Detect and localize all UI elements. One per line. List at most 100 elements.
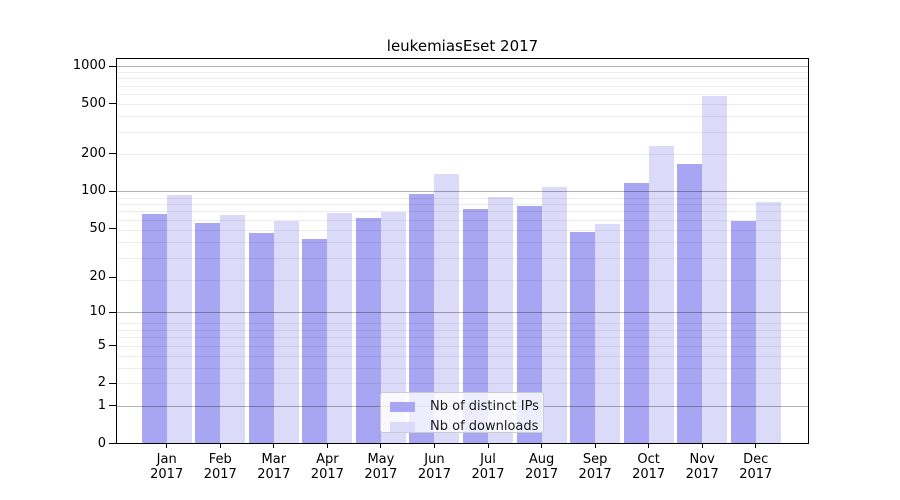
x-tick-mark: [541, 444, 543, 448]
x-tick-label: Jan 2017: [150, 452, 184, 482]
x-tick-label: Sep 2017: [578, 452, 612, 482]
x-tick-label: Aug 2017: [525, 452, 559, 482]
plot-area: Nb of distinct IPs Nb of downloads: [116, 58, 809, 444]
bar-downloads-feb: [220, 214, 246, 443]
bar-downloads-mar: [273, 221, 299, 443]
gridline-minor: [117, 345, 808, 347]
y-tick-label: 5: [97, 337, 106, 353]
gridline-minor: [117, 71, 808, 73]
y-tick-label: 1000: [72, 58, 106, 74]
y-tick-mark: [109, 153, 116, 155]
bar-downloads-nov: [702, 96, 728, 443]
gridline-minor: [117, 197, 808, 199]
y-tick-mark: [109, 443, 116, 444]
bar-distinct-ips-oct: [623, 183, 649, 443]
bar-distinct-ips-apr: [302, 238, 328, 443]
x-tick-mark: [166, 444, 168, 448]
grid-layer: [117, 59, 808, 443]
x-tick-label: Dec 2017: [739, 452, 773, 482]
x-tick-label: Feb 2017: [203, 452, 237, 482]
bar-downloads-sep: [595, 224, 621, 443]
y-tick-mark: [109, 345, 116, 347]
gridline-minor: [117, 85, 808, 87]
y-tick-label: 1: [97, 397, 106, 413]
y-tick-mark: [109, 311, 116, 313]
legend-item-downloads: Nb of downloads: [390, 419, 543, 434]
bar-downloads-aug: [541, 187, 567, 443]
bar-distinct-ips-dec: [730, 221, 756, 443]
gridline-minor: [117, 78, 808, 80]
gridline-minor: [117, 103, 808, 105]
x-tick-label: Mar 2017: [257, 452, 291, 482]
y-tick-mark: [109, 190, 116, 192]
x-tick-label: Jun 2017: [417, 452, 451, 482]
gridline-major: [117, 191, 808, 193]
y-tick-label: 0: [97, 435, 106, 451]
x-tick-label: Nov 2017: [685, 452, 719, 482]
y-tick-mark: [109, 276, 116, 278]
legend-swatch-distinct-ips: [390, 401, 415, 412]
gridline-minor: [117, 116, 808, 118]
gridline-major: [117, 312, 808, 314]
gridline-minor: [117, 211, 808, 213]
x-tick-label: Oct 2017: [632, 452, 666, 482]
x-tick-label: Jul 2017: [471, 452, 505, 482]
chart-title: leukemiasEset 2017: [386, 37, 539, 55]
bar-downloads-jan: [166, 195, 192, 443]
x-tick-mark: [701, 444, 703, 448]
y-tick-mark: [109, 405, 116, 407]
gridline-minor: [117, 94, 808, 95]
legend-item-distinct-ips: Nb of distinct IPs: [390, 399, 543, 414]
x-tick-mark: [273, 444, 275, 448]
gridline-minor: [117, 204, 808, 206]
bar-downloads-apr: [327, 213, 353, 443]
legend-swatch-downloads: [390, 421, 415, 432]
x-tick-mark: [487, 444, 489, 448]
legend: Nb of distinct IPs Nb of downloads: [380, 392, 544, 434]
x-tick-label: Apr 2017: [310, 452, 344, 482]
bar-distinct-ips-mar: [248, 232, 274, 443]
y-tick-label: 500: [81, 95, 106, 111]
bar-distinct-ips-feb: [195, 223, 221, 443]
y-tick-mark: [109, 65, 116, 67]
x-tick-mark: [219, 444, 221, 448]
gridline-minor: [117, 329, 808, 331]
legend-label-downloads: Nb of downloads: [430, 419, 539, 434]
x-tick-mark: [433, 444, 435, 448]
bar-downloads-oct: [648, 145, 674, 443]
bar-downloads-dec: [755, 202, 781, 443]
x-tick-mark: [326, 444, 328, 448]
x-tick-label: May 2017: [364, 452, 398, 482]
x-tick-mark: [380, 444, 382, 448]
gridline-minor: [117, 337, 808, 339]
y-tick-mark: [109, 103, 116, 105]
gridline-minor: [117, 367, 808, 369]
gridline-minor: [117, 323, 808, 325]
y-tick-label: 100: [81, 183, 106, 199]
gridline-minor: [117, 229, 808, 231]
gridline-minor: [117, 241, 808, 243]
y-tick-label: 20: [89, 269, 106, 285]
x-tick-mark: [755, 444, 757, 448]
x-tick-mark: [594, 444, 596, 448]
bar-distinct-ips-may: [355, 217, 381, 443]
x-tick-mark: [648, 444, 650, 448]
y-tick-mark: [109, 228, 116, 230]
y-tick-label: 50: [89, 220, 106, 236]
gridline-minor: [117, 355, 808, 357]
gridline-minor: [117, 154, 808, 156]
gridline-minor: [117, 219, 808, 221]
gridline-major: [117, 66, 808, 68]
bar-distinct-ips-sep: [570, 231, 596, 443]
y-tick-label: 2: [97, 375, 106, 391]
gridline-minor: [117, 257, 808, 259]
gridline-minor: [117, 131, 808, 133]
y-tick-label: 10: [89, 304, 106, 320]
y-tick-mark: [109, 382, 116, 384]
bar-distinct-ips-nov: [677, 163, 703, 443]
bar-distinct-ips-jan: [141, 214, 167, 443]
gridline-minor: [117, 279, 808, 281]
legend-label-distinct-ips: Nb of distinct IPs: [430, 399, 539, 414]
y-tick-label: 200: [81, 145, 106, 161]
